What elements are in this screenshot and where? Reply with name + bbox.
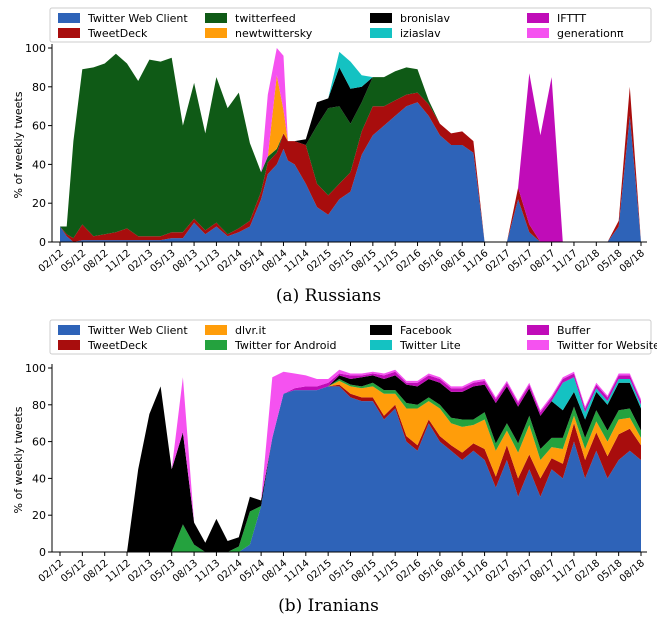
legend-swatch-twitter-web-client [58, 13, 80, 23]
legend-swatch-twitter-lite [370, 340, 392, 350]
y-tick-label: 80 [32, 399, 46, 412]
legend-swatch-newtwittersky [205, 28, 227, 38]
panel-iranians: Twitter Web Client TweetDeck dlvr.it Twitte… [0, 312, 657, 621]
y-tick-label: 100 [25, 42, 46, 55]
y-tick-label: 20 [32, 197, 46, 210]
y-tick-label: 40 [32, 158, 46, 171]
y-tick-label: 0 [39, 546, 46, 559]
y-tick-label: 0 [39, 236, 46, 249]
legend-swatch-bronislav [370, 13, 392, 23]
legend-swatch-facebook [370, 325, 392, 335]
legend-label-facebook: Facebook [400, 324, 452, 337]
area-series-twitterfeed [60, 53, 641, 242]
legend-swatch-generation [527, 28, 549, 38]
y-tick-label: 40 [32, 472, 46, 485]
y-tick-label: 20 [32, 509, 46, 522]
russians-chart: Twitter Web Client TweetDeck twitterfeed ne… [12, 7, 652, 275]
legend-label-dlvr-it: dlvr.it [235, 324, 267, 337]
legend-swatch-dlvr-it [205, 325, 227, 335]
legend-swatch-tweetdeck [58, 340, 80, 350]
legend-swatch-twitterfeed [205, 13, 227, 23]
y-axis-label: % of weekly tweets [12, 91, 25, 198]
legend-label-twitter-for-android: Twitter for Android [234, 339, 337, 352]
legend-swatch-buffer [527, 325, 549, 335]
legend-swatch-twitter-for-android [205, 340, 227, 350]
y-tick-label: 60 [32, 436, 46, 449]
area-series-facebook [60, 375, 641, 552]
legend-label-twitter-lite: Twitter Lite [399, 339, 461, 352]
legend-label-twitter-for-websites: Twitter for Websites [556, 339, 657, 352]
caption-russians: (a) Russians [275, 286, 382, 306]
y-axis-label: % of weekly tweets [12, 406, 25, 513]
area-series-twitter-web-client [60, 102, 641, 242]
x-tick-label: 08/18 [618, 558, 647, 585]
legend-label-tweetdeck: TweetDeck [87, 339, 148, 352]
legend-label-twitter-web-client: Twitter Web Client [87, 12, 188, 25]
legend-label-generation: generationπ [557, 27, 624, 40]
panel-russians: Twitter Web Client TweetDeck twitterfeed ne… [0, 0, 657, 310]
legend-swatch-twitter-for-websites [527, 340, 549, 350]
iranians-chart: Twitter Web Client TweetDeck dlvr.it Twitte… [12, 319, 657, 585]
legend-label-twitterfeed: twitterfeed [235, 12, 296, 25]
legend-label-newtwittersky: newtwittersky [235, 27, 313, 40]
area-series-ifttt [60, 51, 641, 243]
legend-label-ifttt: IFTTT [557, 12, 586, 25]
area-series-tweetdeck [60, 384, 641, 552]
legend-label-tweetdeck: TweetDeck [87, 27, 148, 40]
legend-label-iziaslav: iziaslav [400, 27, 441, 40]
legend-swatch-tweetdeck [58, 28, 80, 38]
area-series-bronislav [60, 53, 641, 242]
legend-box [49, 319, 652, 355]
x-tick-label: 08/18 [618, 248, 647, 275]
legend-swatch-iziaslav [370, 28, 392, 38]
legend-swatch-twitter-web-client [58, 325, 80, 335]
legend-label-buffer: Buffer [557, 324, 591, 337]
y-tick-label: 100 [25, 362, 46, 375]
y-tick-label: 80 [32, 81, 46, 94]
area-series-twitter-web-client [60, 386, 641, 552]
legend-box [49, 7, 652, 43]
caption-iranians: (b) Iranians [278, 596, 379, 616]
y-tick-label: 60 [32, 120, 46, 133]
legend-swatch-ifttt [527, 13, 549, 23]
legend-label-bronislav: bronislav [400, 12, 451, 25]
legend-label-twitter-web-client: Twitter Web Client [87, 324, 188, 337]
